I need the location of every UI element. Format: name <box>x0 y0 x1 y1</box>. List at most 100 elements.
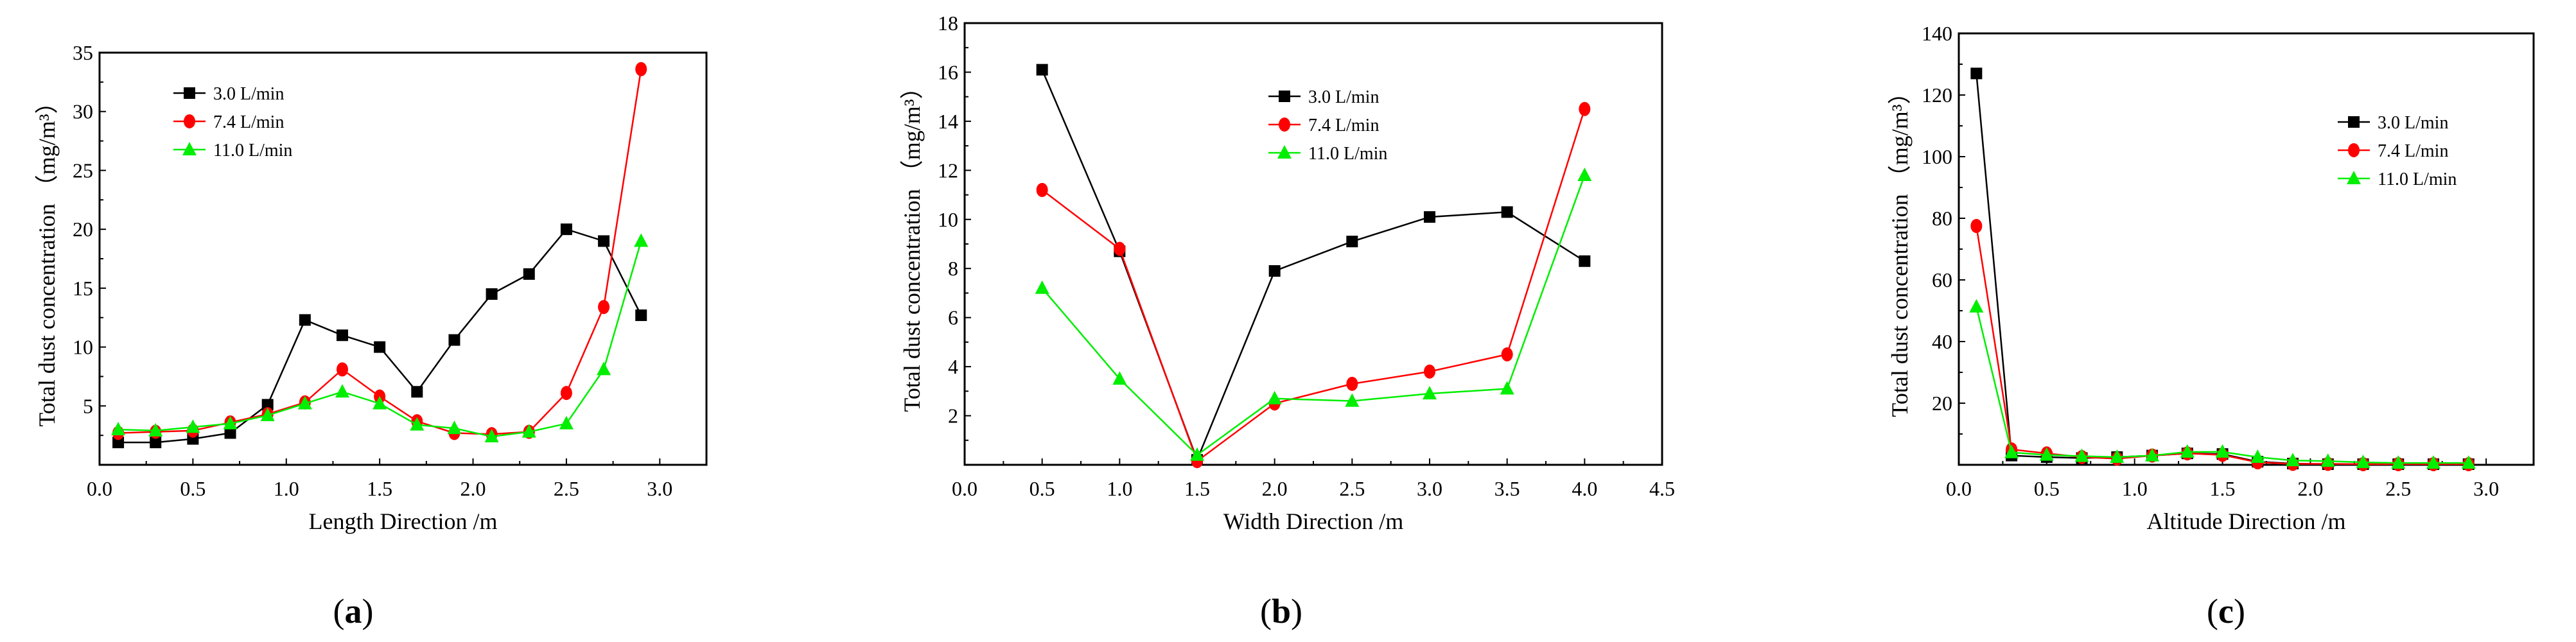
data-point <box>448 334 460 346</box>
data-point <box>150 437 162 449</box>
legend-marker <box>184 114 195 128</box>
data-point <box>337 362 348 377</box>
legend-marker <box>2348 116 2360 128</box>
y-tick-label: 25 <box>73 159 93 182</box>
data-point <box>1035 280 1049 294</box>
data-point <box>1346 376 1358 391</box>
y-axis-title: Total dust concentration （mg/m³） <box>34 91 60 426</box>
y-tick-label: 120 <box>1922 83 1952 107</box>
y-tick-label: 16 <box>938 60 958 83</box>
y-tick-label: 2 <box>948 404 958 428</box>
series-2 <box>1035 167 1592 461</box>
legend-marker <box>184 87 195 99</box>
x-tick-label: 1.0 <box>1107 477 1132 500</box>
panel-letter: c <box>2218 592 2234 630</box>
data-point <box>1970 67 1983 80</box>
data-point <box>186 419 200 433</box>
legend-marker <box>2348 143 2360 157</box>
series-line <box>1976 306 2469 464</box>
data-point <box>1036 182 1048 197</box>
y-tick-label: 30 <box>73 100 93 123</box>
panel-paren-close: ) <box>2234 592 2245 630</box>
panel-paren-open: ( <box>333 592 345 630</box>
data-point <box>2215 444 2230 458</box>
x-tick-label: 0.5 <box>180 477 206 500</box>
y-tick-label: 20 <box>1932 392 1952 415</box>
data-point <box>148 422 163 437</box>
legend-marker <box>182 142 197 155</box>
x-tick-label: 0.5 <box>1030 477 1055 500</box>
legend: 3.0 L/min 7.4 L/min 11.0 L/min <box>2338 113 2457 189</box>
legend-marker <box>2347 171 2361 184</box>
chart-panel-a: 0.0 0.5 1.0 1.5 2.0 2.5 3.0 5 10 15 20 25 30 35 Length… <box>34 41 708 630</box>
data-point <box>261 399 274 411</box>
panel-paren-open: ( <box>1260 592 1272 630</box>
data-point <box>1267 390 1282 404</box>
data-point <box>2356 455 2370 469</box>
series-line <box>118 228 642 444</box>
x-tick-label: 1.5 <box>1184 477 1210 500</box>
data-point <box>1190 447 1204 461</box>
data-point <box>2391 455 2406 469</box>
panel-label: (b) <box>1260 592 1302 630</box>
legend-label: 3.0 L/min <box>1308 87 1379 107</box>
data-point <box>2426 455 2440 469</box>
series-1 <box>1970 219 2475 472</box>
data-point <box>1268 265 1281 277</box>
data-point <box>598 235 610 247</box>
x-tick-label: 2.5 <box>2385 477 2411 500</box>
x-tick-label: 0.0 <box>952 477 977 500</box>
x-tick-label: 1.5 <box>2210 477 2236 500</box>
data-point <box>260 407 275 421</box>
y-axis-title: Total dust concentration （mg/m³） <box>899 76 925 412</box>
x-tick-label: 2.5 <box>554 477 579 500</box>
data-point <box>372 395 387 410</box>
data-point <box>2180 444 2195 458</box>
data-point <box>411 386 423 398</box>
y-tick-label: 4 <box>948 355 958 378</box>
y-tick-label: 35 <box>73 41 93 64</box>
data-point <box>1577 167 1592 181</box>
x-tick-label: 2.0 <box>1262 477 1288 500</box>
data-point <box>410 417 425 431</box>
x-tick-label: 0.0 <box>87 477 112 500</box>
x-tick-label: 4.0 <box>1572 477 1597 500</box>
data-point <box>337 329 348 342</box>
y-tick-label: 10 <box>938 208 958 231</box>
y-tick-label: 10 <box>73 336 93 359</box>
data-point <box>634 233 649 247</box>
data-point <box>2286 453 2300 467</box>
data-point <box>2145 447 2160 462</box>
data-point <box>635 62 647 76</box>
series-1 <box>1036 101 1591 469</box>
series-line <box>1041 108 1586 463</box>
x-tick-label: 3.0 <box>647 477 672 500</box>
x-axis-title: Length Direction /m <box>309 508 498 534</box>
y-tick-label: 20 <box>73 218 93 241</box>
data-point <box>447 421 462 435</box>
data-point <box>111 421 126 435</box>
x-tick-label: 4.5 <box>1649 477 1675 500</box>
y-axis-title: Total dust concentration （mg/m³） <box>1887 81 1913 417</box>
data-point <box>598 300 610 315</box>
legend-marker <box>1277 145 1292 159</box>
data-point <box>1036 64 1048 76</box>
y-tick-label: 12 <box>938 159 958 182</box>
data-point <box>1500 381 1514 395</box>
x-tick-label: 1.0 <box>274 477 299 500</box>
legend-label: 11.0 L/min <box>1308 144 1387 164</box>
data-point <box>224 427 236 439</box>
data-point <box>1423 386 1437 400</box>
chart-panel-b: 0.0 0.5 1.0 1.5 2.0 2.5 3.0 3.5 4.0 4.5 2 4 6 8 10 12 14… <box>899 12 1675 630</box>
panel-paren-close: ) <box>362 592 374 630</box>
data-point <box>1970 219 1983 233</box>
x-tick-label: 3.0 <box>2473 477 2499 500</box>
x-tick-label: 1.0 <box>2122 477 2148 500</box>
data-point <box>560 386 572 401</box>
y-tick-label: 15 <box>73 277 93 300</box>
data-point <box>2074 448 2089 462</box>
series-2 <box>1969 299 2476 469</box>
data-point <box>597 361 611 376</box>
x-tick-label: 3.0 <box>1417 477 1442 500</box>
legend: 3.0 L/min 7.4 L/min 11.0 L/min <box>173 84 292 160</box>
